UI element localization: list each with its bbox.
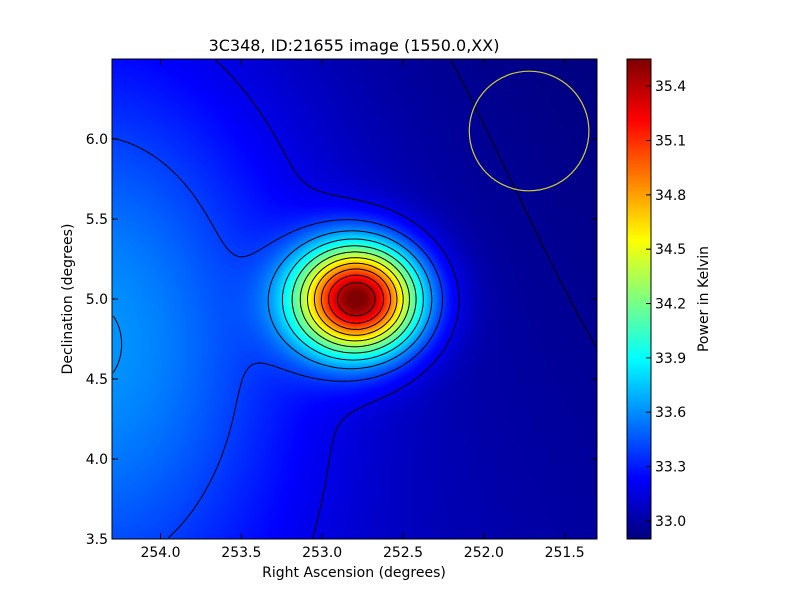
contour-line-10 — [328, 274, 385, 324]
contour-line-8 — [313, 262, 398, 336]
contour-line-9 — [320, 268, 392, 330]
contour-line-11 — [337, 282, 376, 317]
colorbar-tick-label: 34.8 — [655, 188, 686, 204]
colorbar-tick-label: 34.2 — [655, 297, 686, 313]
x-tick-label: 253.5 — [221, 545, 261, 561]
colorbar-tick-label: 33.3 — [655, 460, 686, 476]
x-tick-label: 251.5 — [545, 545, 585, 561]
contour-line-5 — [291, 245, 417, 354]
y-tick-label: 3.5 — [86, 532, 108, 548]
plot-area — [112, 59, 597, 539]
colorbar-ticks: 33.0 33.3 33.6 33.9 34.2 34.5 34.8 35.1 35.4 — [646, 79, 686, 530]
y-axis: 3.5 4.0 4.5 5.0 5.5 6.0 — [86, 132, 597, 548]
colorbar-gradient — [627, 59, 651, 539]
contour-line-6 — [299, 251, 410, 348]
colorbar-tick-label: 35.1 — [655, 134, 686, 150]
x-tick-label: 254.0 — [140, 545, 180, 561]
contour-line-4 — [281, 238, 424, 361]
x-tick-label: 253.0 — [302, 545, 342, 561]
x-axis: 254.0 253.5 253.0 252.5 252.0 251.5 — [140, 59, 585, 561]
colorbar-frame — [626, 58, 652, 540]
x-axis-label: Right Ascension (degrees) — [262, 565, 446, 581]
beam-circle — [468, 70, 590, 192]
colorbar-tick-label: 34.5 — [655, 242, 686, 258]
contour-line-0 — [450, 59, 597, 347]
x-tick-label: 252.5 — [383, 545, 423, 561]
y-tick-label: 4.5 — [86, 372, 108, 388]
y-tick-label: 5.0 — [86, 292, 108, 308]
colorbar: 33.0 33.3 33.6 33.9 34.2 34.5 34.8 35.1 35.4 Pow… — [626, 58, 712, 540]
y-tick-label: 5.5 — [86, 212, 108, 228]
colorbar-tick-label: 35.4 — [655, 79, 686, 95]
contour-lines — [112, 59, 597, 539]
colorbar-label: Power in Kelvin — [696, 246, 712, 352]
colorbar-tick-label: 33.6 — [655, 405, 686, 421]
heatmap — [112, 59, 597, 539]
contour-line-2 — [113, 137, 443, 539]
x-tick-label: 252.0 — [464, 545, 504, 561]
contour-line-3 — [112, 230, 433, 373]
chart-title: 3C348, ID:21655 image (1550.0,XX) — [209, 36, 500, 55]
y-tick-label: 4.0 — [86, 452, 108, 468]
contour-line-7 — [307, 257, 404, 342]
contour-line-1 — [215, 59, 460, 538]
y-axis-label: Declination (degrees) — [60, 224, 76, 375]
colorbar-tick-label: 33.9 — [655, 351, 686, 367]
y-tick-label: 6.0 — [86, 132, 108, 148]
colorbar-tick-label: 33.0 — [655, 514, 686, 530]
